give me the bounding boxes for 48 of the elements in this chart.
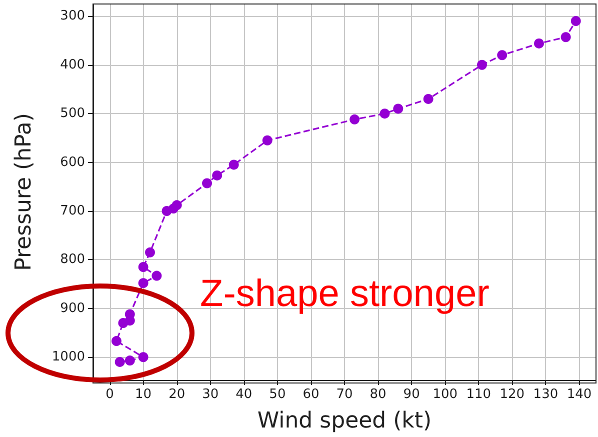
- point: [172, 200, 182, 210]
- point: [138, 352, 148, 362]
- x-tick-label: 120: [500, 387, 525, 402]
- point: [138, 262, 148, 272]
- point: [212, 170, 222, 180]
- y-tick-label: 900: [60, 300, 85, 316]
- y-axis-title: Pressure (hPa): [12, 113, 36, 271]
- point: [350, 114, 360, 124]
- point: [152, 270, 162, 281]
- x-tick-label: 0: [106, 387, 114, 402]
- x-tick-label: 140: [566, 387, 592, 402]
- point: [534, 38, 544, 48]
- point: [114, 356, 125, 367]
- y-tick-label: 1000: [52, 350, 85, 365]
- x-axis-title: Wind speed (kt): [257, 408, 432, 434]
- point: [228, 160, 239, 170]
- x-tick-label: 30: [202, 387, 219, 402]
- point: [476, 60, 487, 70]
- x-tick-label: 110: [466, 387, 492, 402]
- point: [124, 356, 135, 366]
- y-tick-label: 400: [60, 57, 85, 72]
- point: [423, 94, 434, 104]
- y-tick-label: 700: [60, 203, 85, 218]
- point: [560, 32, 571, 42]
- y-tick-label: 300: [60, 8, 85, 24]
- point: [202, 178, 212, 188]
- x-tick-label: 70: [336, 387, 353, 402]
- y-tick-label: 800: [60, 252, 85, 268]
- point: [497, 50, 508, 60]
- y-tick-label: 500: [60, 106, 85, 122]
- x-tick-label: 20: [168, 387, 186, 402]
- x-tick-label: 10: [135, 387, 152, 402]
- x-tick-label: 100: [432, 387, 458, 402]
- point: [111, 336, 122, 346]
- x-tick-label: 40: [236, 387, 252, 402]
- point: [262, 135, 272, 146]
- x-tick-label: 80: [370, 387, 386, 402]
- point: [138, 278, 148, 288]
- point: [570, 16, 581, 26]
- point: [380, 108, 390, 119]
- point: [145, 247, 156, 258]
- x-tick-label: 60: [302, 387, 320, 402]
- x-tick-label: 50: [269, 387, 286, 402]
- y-tick-label: 600: [60, 154, 85, 170]
- point: [393, 104, 404, 114]
- annotation: Z-shape stronger: [200, 273, 490, 315]
- x-tick-label: 90: [403, 387, 420, 402]
- x-tick-label: 130: [533, 387, 558, 402]
